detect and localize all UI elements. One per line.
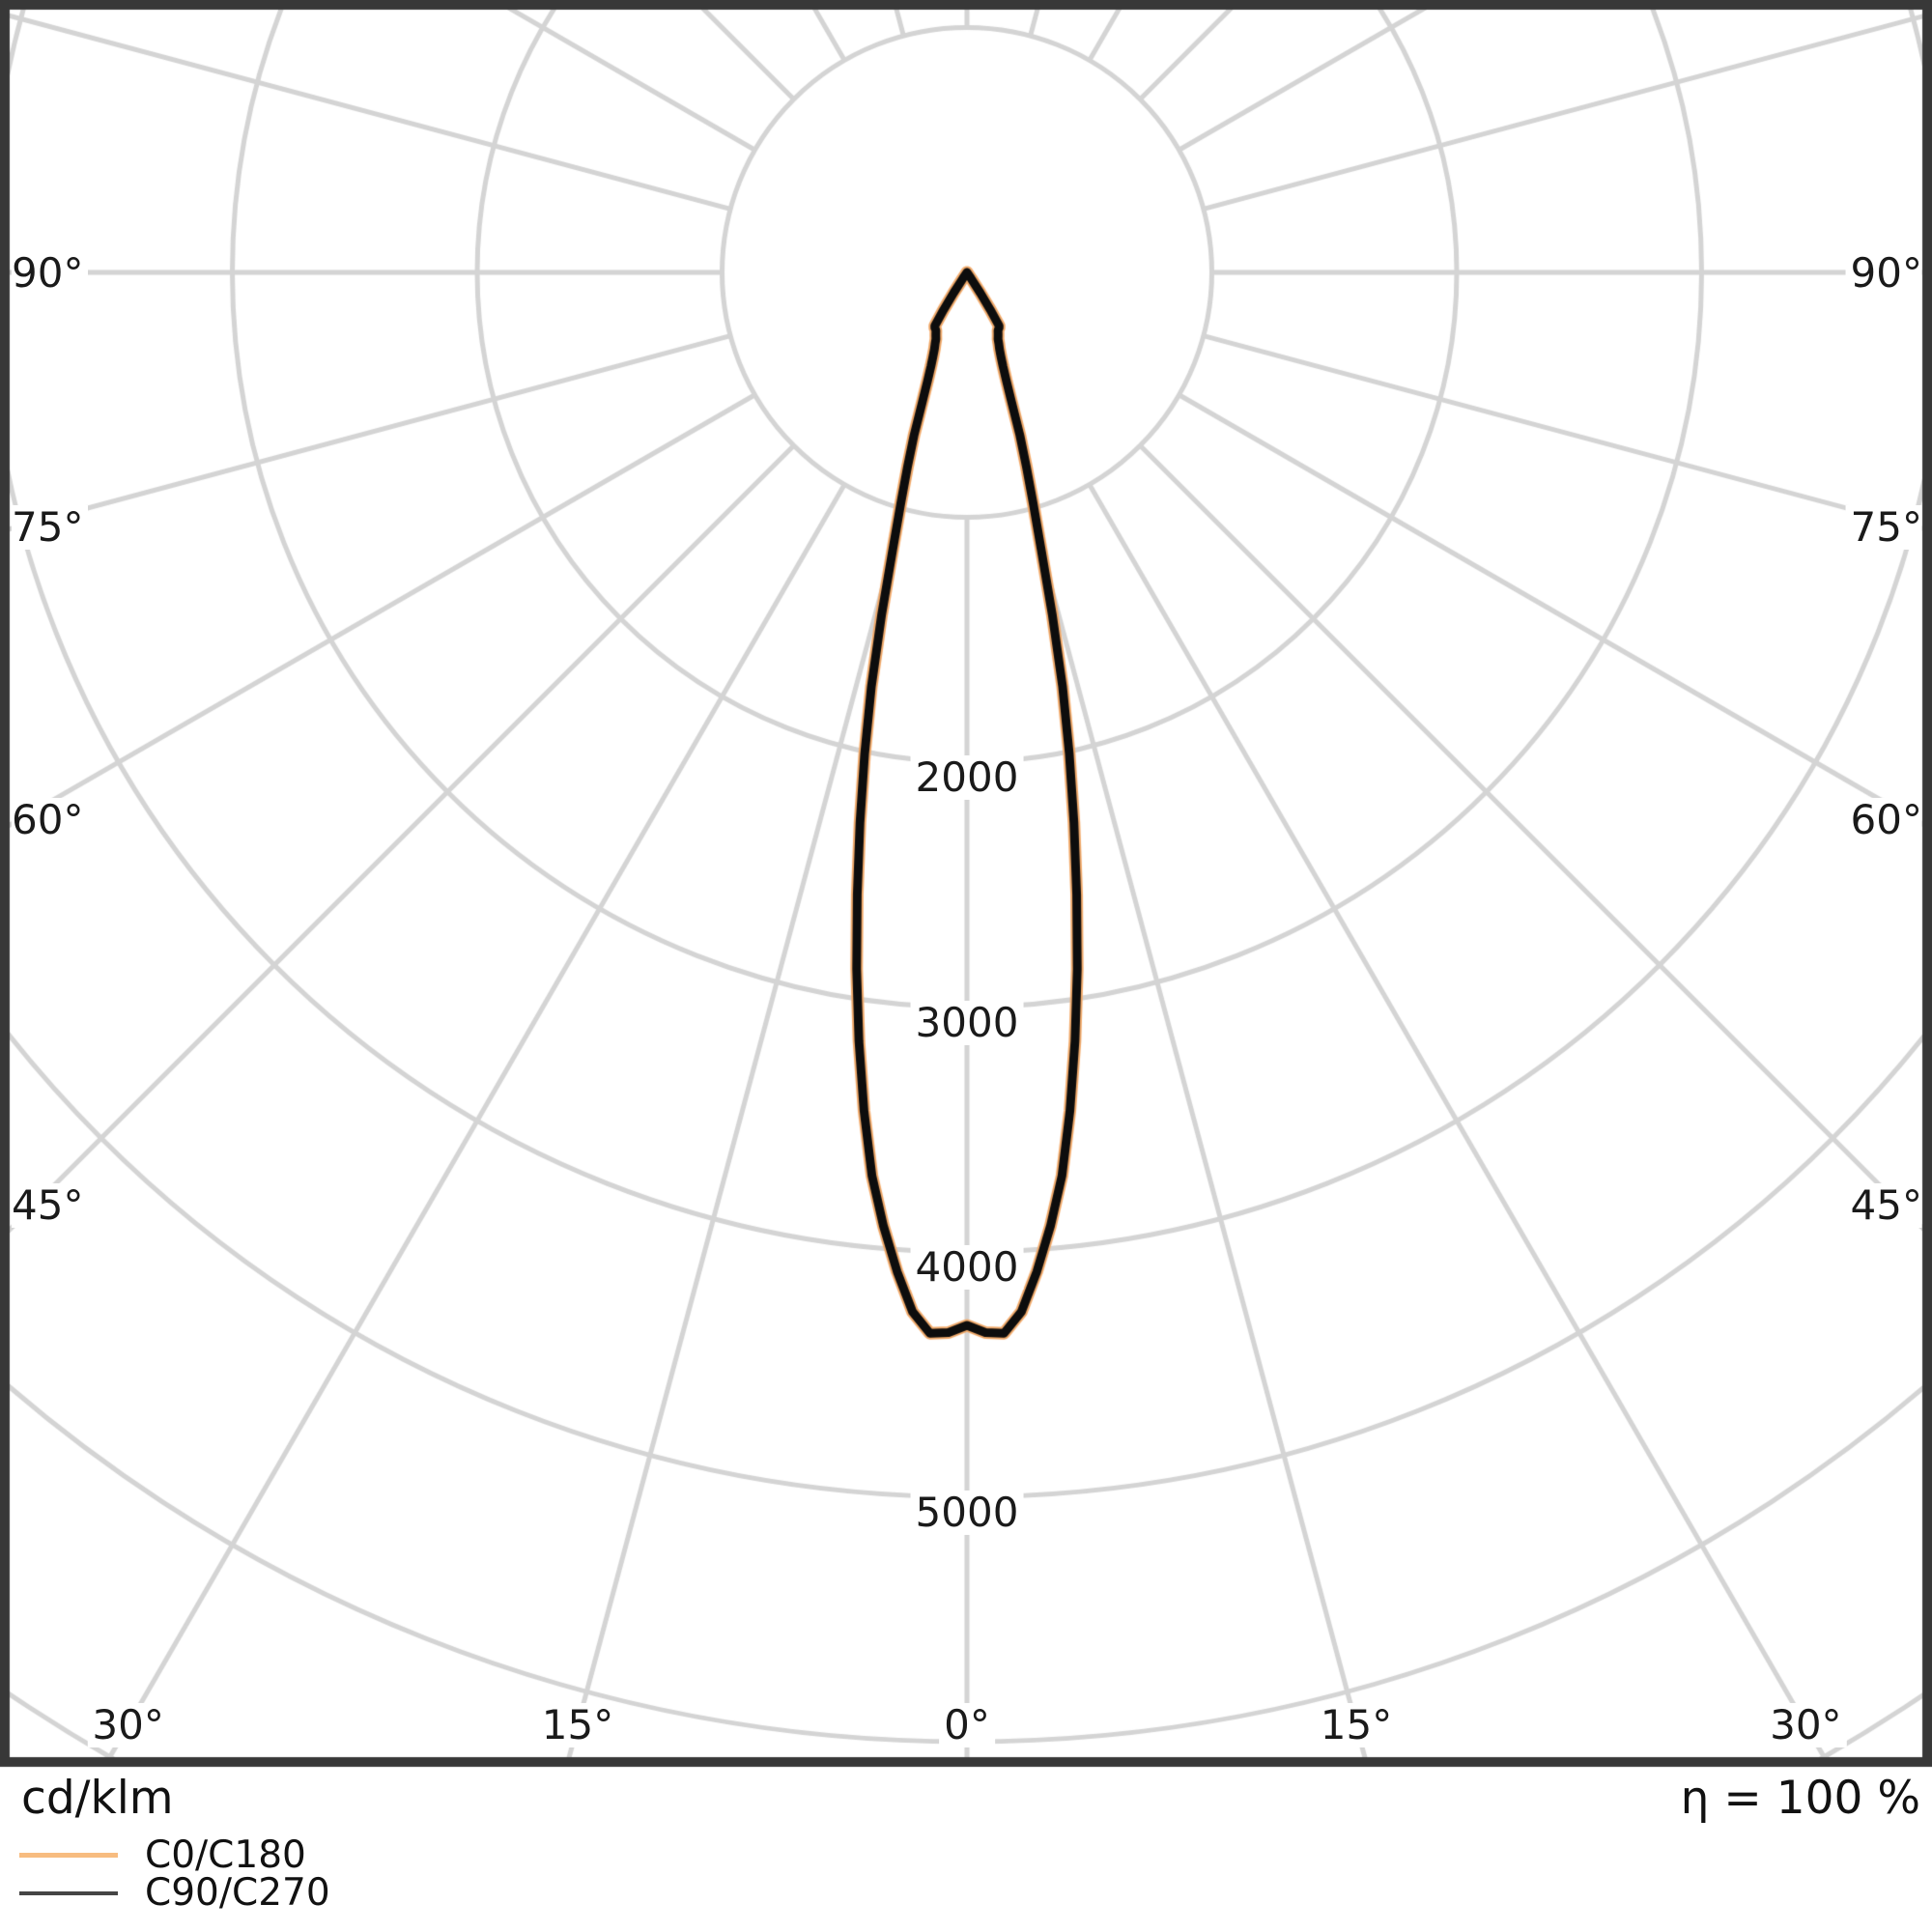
legend-line-c0-c180-icon <box>19 1853 118 1858</box>
radius-label-2000: 2000 <box>910 754 1024 801</box>
legend: C0/C180 C90/C270 <box>19 1836 330 1912</box>
angle-label-right-60°: 60° <box>1845 797 1922 843</box>
legend-row-c90-c270: C90/C270 <box>19 1874 330 1912</box>
angle-label-bottom-4-30°: 30° <box>1765 1702 1847 1748</box>
angle-label-right-45°: 45° <box>1845 1182 1922 1229</box>
legend-row-c0-c180: C0/C180 <box>19 1836 330 1874</box>
angle-label-left-60°: 60° <box>12 797 89 843</box>
legend-label-c0-c180: C0/C180 <box>145 1833 306 1877</box>
angle-label-right-90°: 90° <box>1845 250 1922 297</box>
radius-label-4000: 4000 <box>910 1244 1024 1291</box>
angle-label-left-75°: 75° <box>12 504 89 551</box>
angle-label-bottom-0-30°: 30° <box>87 1702 169 1748</box>
angle-label-left-90°: 90° <box>12 250 89 297</box>
angle-label-bottom-1-15°: 15° <box>536 1702 619 1748</box>
legend-label-c90-c270: C90/C270 <box>145 1871 330 1915</box>
angle-label-right-75°: 75° <box>1845 504 1922 551</box>
units-label: cd/klm <box>21 1772 174 1825</box>
radius-label-3000: 3000 <box>910 1000 1024 1045</box>
radius-label-5000: 5000 <box>910 1490 1024 1535</box>
angle-label-left-45°: 45° <box>12 1182 89 1229</box>
efficiency-label: η = 100 % <box>1680 1772 1920 1825</box>
angle-label-bottom-2-0°: 0° <box>939 1702 995 1748</box>
angle-label-bottom-3-15°: 15° <box>1315 1702 1398 1748</box>
legend-line-c90-c270-icon <box>19 1890 118 1895</box>
